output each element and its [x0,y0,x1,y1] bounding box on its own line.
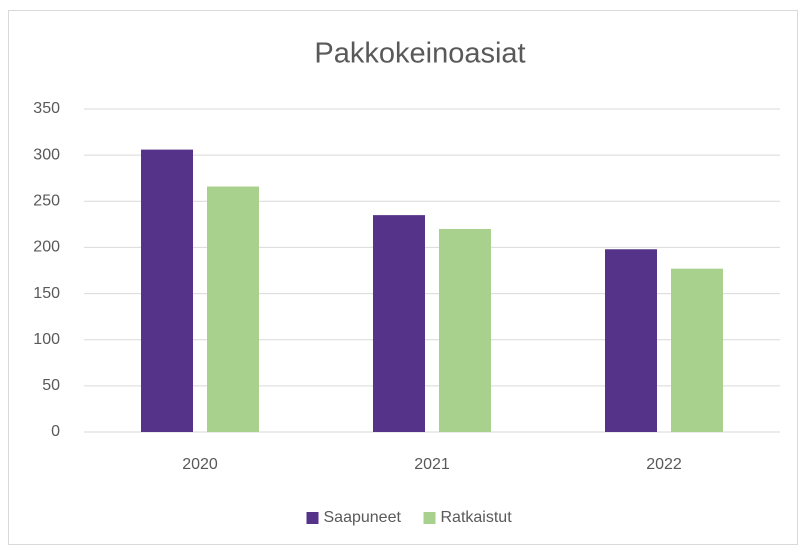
bar [207,186,259,432]
y-tick-label: 200 [33,239,60,256]
bar [439,228,491,432]
y-tick-label: 250 [33,193,60,210]
legend-swatch [306,512,319,524]
y-tick-label: 50 [42,377,60,394]
y-tick-label: 350 [33,100,60,117]
bar [605,249,657,432]
y-tick-label: 150 [33,285,60,302]
bar [373,215,425,432]
y-tick-label: 100 [33,331,60,348]
legend-label: Saapuneet [324,509,402,526]
chart-title: Pakkokeinoasiat [314,38,525,70]
x-tick-label: 2021 [414,456,450,473]
bar [671,268,723,432]
legend-swatch [423,512,436,524]
legend-label: Ratkaistut [441,509,513,526]
x-tick-label: 2022 [646,456,682,473]
bar [141,149,193,432]
x-tick-label: 2020 [182,456,218,473]
y-tick-label: 0 [51,423,60,440]
y-tick-label: 300 [33,146,60,163]
